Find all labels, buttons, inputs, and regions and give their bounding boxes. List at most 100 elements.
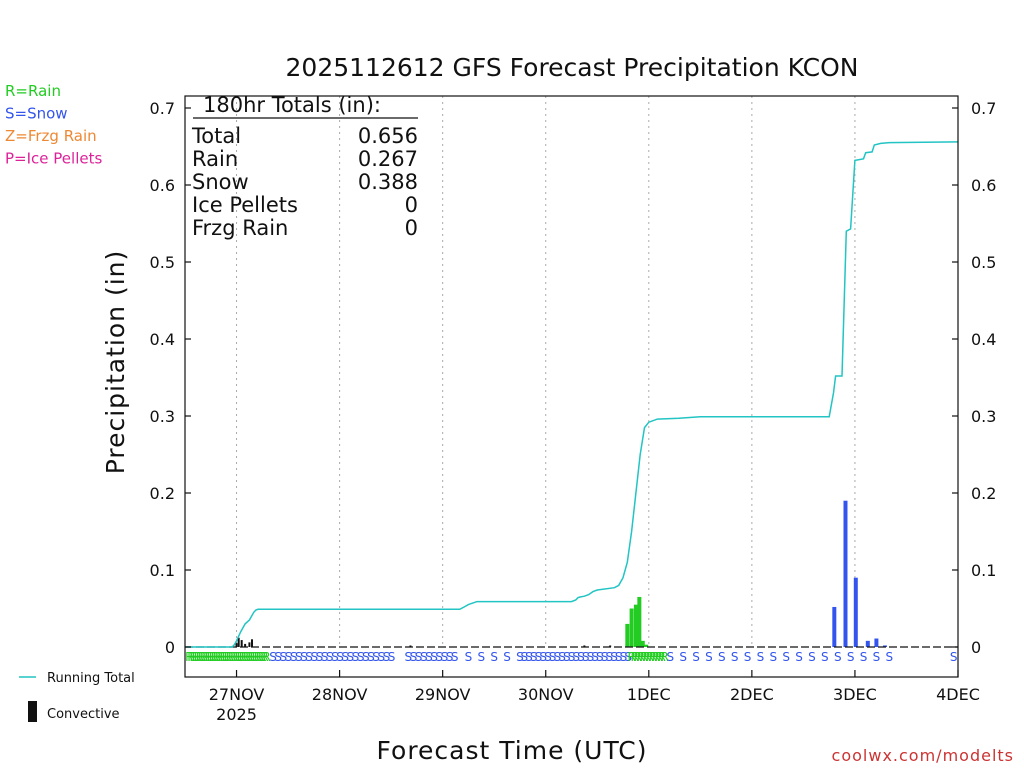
ptype-mark: R <box>215 650 223 664</box>
totals-row-label: Ice Pellets <box>192 193 298 217</box>
totals-row-value: 0 <box>405 216 418 240</box>
y-axis-label: Precipitation (in) <box>101 250 130 475</box>
ptype-mark: S <box>478 650 486 664</box>
y-tick-label-right: 0.5 <box>971 253 996 272</box>
ptype-mark: R <box>658 650 666 664</box>
y-tick-label-right: 0.3 <box>971 407 996 426</box>
ptype-mark: S <box>544 650 552 664</box>
ptype-mark: S <box>568 650 576 664</box>
ptype-mark: S <box>465 650 473 664</box>
ptype-mark: S <box>347 650 355 664</box>
ptype-mark: R <box>648 650 656 664</box>
ptype-mark: S <box>577 650 585 664</box>
ptype-mark: S <box>950 650 958 664</box>
ptype-mark: S <box>620 650 628 664</box>
ptype-mark: R <box>645 650 653 664</box>
ptype-mark: S <box>331 650 339 664</box>
ptype-legend: R=Rain S=Snow Z=Frzg Rain P=Ice Pellets <box>5 82 102 168</box>
ptype-mark: R <box>258 650 266 664</box>
ptype-mark: R <box>245 650 253 664</box>
ptype-mark: R <box>241 650 249 664</box>
ptype-mark: S <box>520 650 528 664</box>
precip-bar-rain <box>625 623 630 647</box>
ptype-mark: S <box>310 650 318 664</box>
ptype-mark: S <box>873 650 881 664</box>
ptype-mark: R <box>192 650 200 664</box>
ptype-mark: S <box>718 650 726 664</box>
ptype-mark: R <box>211 650 219 664</box>
ptype-mark: S <box>554 650 562 664</box>
ptype-mark: R <box>204 650 212 664</box>
legend-item: R=Rain <box>5 82 61 100</box>
plot-frame <box>184 95 959 678</box>
ptype-mark: S <box>731 650 739 664</box>
y-tick-label: 0 <box>165 638 175 657</box>
ptype-mark: S <box>572 650 580 664</box>
legend-item: S=Snow <box>5 105 68 123</box>
ptype-mark: S <box>269 650 277 664</box>
x-tick-label: 2DEC <box>730 685 774 704</box>
chart-title: 2025112612 GFS Forecast Precipitation KC… <box>286 53 859 82</box>
precip-bar-convective <box>248 642 251 647</box>
ptype-mark: S <box>860 650 868 664</box>
ptype-mark: S <box>415 650 423 664</box>
ptype-mark: S <box>280 650 288 664</box>
ptype-mark: S <box>441 650 449 664</box>
ptype-mark: S <box>808 650 816 664</box>
ptype-mark: R <box>228 650 236 664</box>
ptype-mark: R <box>661 650 669 664</box>
ptype-mark: S <box>388 650 396 664</box>
ptype-mark: S <box>503 650 511 664</box>
convective-label: Convective <box>47 707 120 722</box>
ptype-mark: S <box>446 650 454 664</box>
x-axis-label: Forecast Time (UTC) <box>377 736 648 765</box>
y-tick-label-right: 0.1 <box>971 561 996 580</box>
ptype-mark: S <box>757 650 765 664</box>
ptype-mark: R <box>217 650 225 664</box>
ptype-mark: S <box>367 650 375 664</box>
ptype-mark: S <box>605 650 613 664</box>
ptype-mark: R <box>252 650 260 664</box>
ptype-mark: R <box>239 650 247 664</box>
ptype-mark: S <box>624 650 632 664</box>
ptype-mark: S <box>821 650 829 664</box>
precip-bar-snow <box>843 500 848 647</box>
series-legend: Running Total Convective <box>19 671 135 722</box>
x-tick-label: 3DEC <box>833 685 877 704</box>
ptype-mark: S <box>601 650 609 664</box>
precip-bar-convective <box>609 645 612 647</box>
ptype-mark: S <box>582 650 590 664</box>
totals-row-label: Total <box>191 124 241 148</box>
precip-bar-rain <box>640 640 645 647</box>
ptype-mark: S <box>679 650 687 664</box>
x-tick-label: 29NOV <box>415 685 471 704</box>
ptype-mark: R <box>222 650 230 664</box>
ptype-mark: R <box>250 650 258 664</box>
ptype-mark: S <box>383 650 391 664</box>
ptype-mark: R <box>224 650 232 664</box>
ptype-mark: S <box>285 650 293 664</box>
y-tick-label: 0.4 <box>150 330 175 349</box>
ptype-mark: S <box>336 650 344 664</box>
ptype-mark: S <box>666 650 674 664</box>
precip-bar-convective <box>235 643 238 647</box>
y-tick-label-right: 0.4 <box>971 330 996 349</box>
running-total-label: Running Total <box>47 671 135 686</box>
ptype-mark: S <box>596 650 604 664</box>
ptype-mark: R <box>230 650 238 664</box>
ptype-mark: R <box>639 650 647 664</box>
totals-row-value: 0.388 <box>358 170 418 194</box>
precip-bar-snow <box>853 577 858 647</box>
ptype-mark: R <box>630 650 638 664</box>
ptype-mark: S <box>744 650 752 664</box>
ptype-mark: R <box>237 650 245 664</box>
ptype-mark: R <box>651 650 659 664</box>
ptype-mark: R <box>187 650 195 664</box>
ptype-mark: S <box>795 650 803 664</box>
ptype-mark: R <box>636 650 644 664</box>
ptype-mark: R <box>235 650 243 664</box>
ptype-mark: S <box>451 650 459 664</box>
y-tick-label-right: 0 <box>971 638 981 657</box>
ptype-mark: S <box>410 650 418 664</box>
